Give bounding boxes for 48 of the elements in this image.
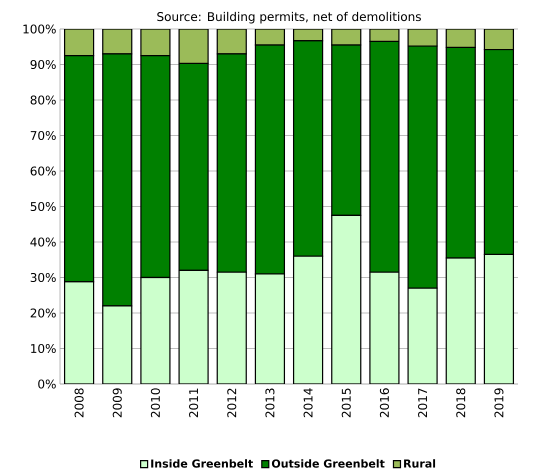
y-tick-label: 30%	[30, 272, 56, 282]
bar	[216, 29, 247, 54]
bar	[408, 288, 438, 384]
bar	[294, 256, 323, 384]
bar	[407, 29, 438, 47]
x-tick-label: 2009	[112, 388, 122, 418]
y-tick-label: 0%	[38, 379, 56, 389]
legend-label: Inside Greenbelt	[151, 459, 253, 468]
x-tick-label: 2014	[304, 388, 313, 418]
x-tick-label: 2010	[150, 388, 160, 418]
bar	[255, 274, 284, 384]
x-tick-label: 2013	[265, 388, 274, 418]
y-tick-label: 20%	[30, 308, 56, 318]
bar	[64, 29, 94, 56]
legend-label: Rural	[404, 459, 436, 468]
source-note: Source: Building permits, net of demolitions	[157, 12, 421, 24]
bar	[64, 282, 94, 384]
x-tick-label: 2015	[342, 388, 351, 418]
legend-label: Outside Greenbelt	[272, 459, 385, 468]
y-tick-label: 90%	[30, 60, 56, 70]
x-tick-label: 2012	[227, 388, 236, 418]
bar	[102, 306, 132, 384]
bar	[446, 29, 476, 48]
bar	[178, 29, 209, 64]
y-tick-label: 10%	[31, 344, 56, 354]
y-tick-label: 50%	[30, 202, 56, 212]
y-tick-label: 60%	[30, 166, 56, 176]
x-tick-label: 2019	[494, 388, 504, 418]
bar	[217, 272, 246, 384]
bar	[370, 272, 399, 384]
bar	[140, 278, 170, 384]
bar	[484, 29, 514, 50]
bar	[102, 29, 132, 54]
x-tick-label: 2016	[380, 388, 389, 418]
bar	[332, 215, 361, 384]
x-tick-label: 2008	[74, 388, 84, 418]
x-tick-label: 2011	[189, 388, 198, 418]
bar	[446, 258, 476, 384]
x-tick-label: 2017	[418, 388, 428, 418]
bar	[179, 270, 208, 384]
bar	[254, 29, 286, 46]
x-tick-label: 2018	[456, 388, 466, 418]
y-tick-label: 40%	[30, 237, 56, 247]
y-tick-label: 80%	[30, 95, 56, 105]
bar	[140, 29, 171, 56]
y-tick-label: 100%	[23, 24, 56, 34]
bar	[484, 254, 514, 384]
y-tick-label: 70%	[30, 130, 56, 140]
